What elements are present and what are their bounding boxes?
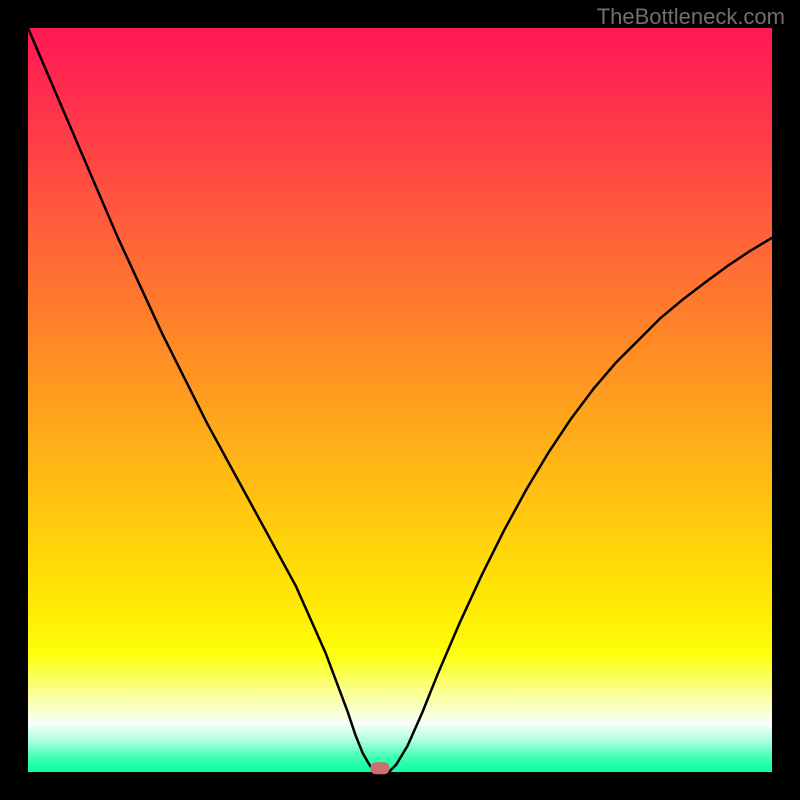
plot-area-gradient bbox=[28, 28, 772, 772]
chart-svg bbox=[0, 0, 800, 800]
watermark-text: TheBottleneck.com bbox=[597, 4, 785, 30]
chart-container: TheBottleneck.com bbox=[0, 0, 800, 800]
bottleneck-marker bbox=[371, 763, 389, 774]
